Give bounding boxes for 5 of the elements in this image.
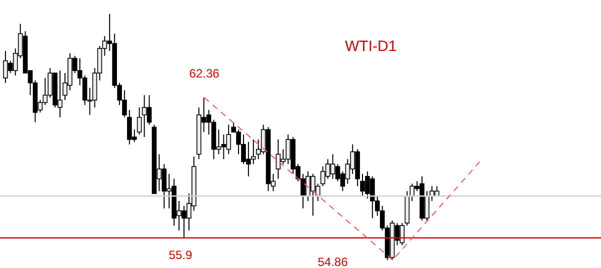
text: WTI-D1 <box>345 38 397 55</box>
annotation: 54.86 <box>318 255 348 268</box>
annotation: 55.9 <box>168 248 192 262</box>
annotation: 62.36 <box>189 66 220 81</box>
candlestick <box>136 106 142 136</box>
